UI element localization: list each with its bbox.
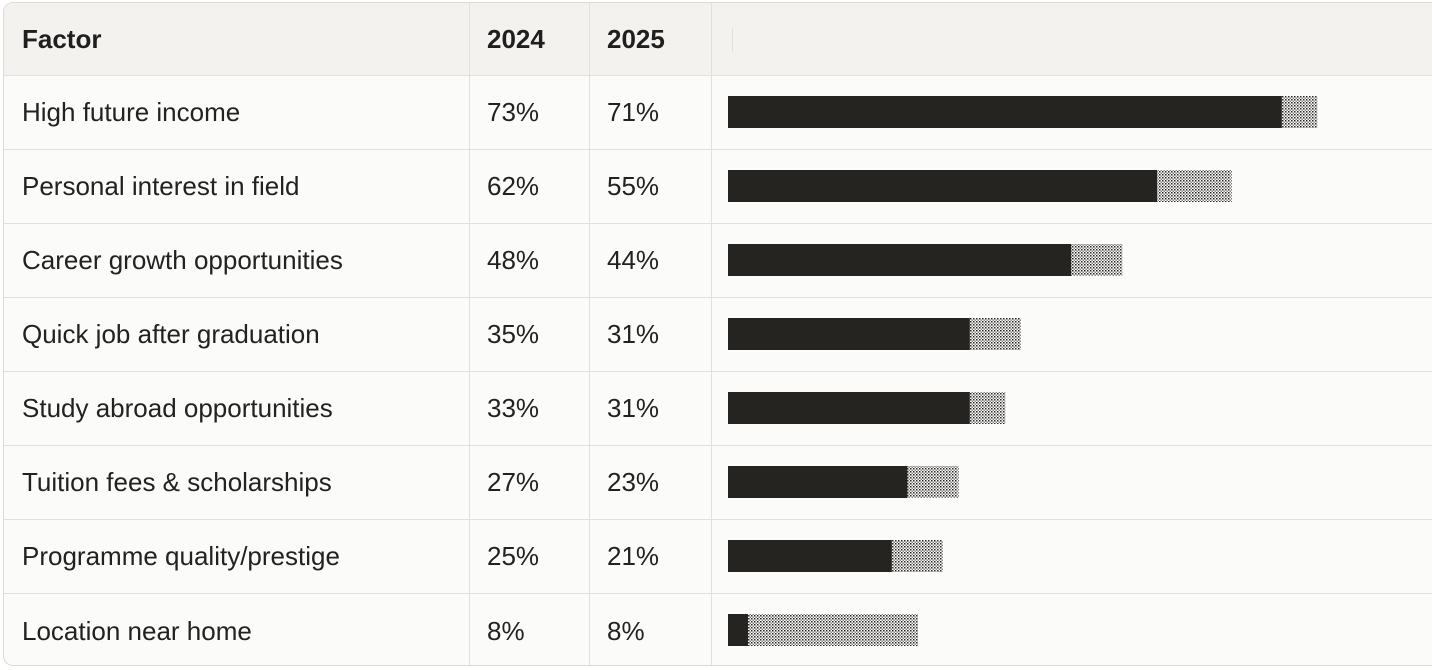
row-factor: Career growth opportunities	[4, 224, 470, 297]
table-header-row: Factor 2024 2025	[4, 3, 1432, 76]
table-row: Personal interest in field 62% 55%	[4, 150, 1432, 224]
row-value-2025: 8%	[590, 594, 712, 665]
row-value-2025: 23%	[590, 446, 712, 519]
table-row: High future income 73% 71%	[4, 76, 1432, 150]
header-2024: 2024	[470, 3, 590, 75]
row-factor: Personal interest in field	[4, 150, 470, 223]
row-factor: Study abroad opportunities	[4, 372, 470, 445]
bar-2025	[728, 318, 970, 350]
row-value-2025: 71%	[590, 76, 712, 149]
header-factor: Factor	[4, 3, 470, 75]
row-factor: Programme quality/prestige	[4, 520, 470, 593]
row-value-2025: 55%	[590, 150, 712, 223]
bar-2025	[728, 614, 748, 646]
bar-2025	[728, 392, 970, 424]
row-value-2024: 8%	[470, 594, 590, 665]
row-value-2024: 62%	[470, 150, 590, 223]
row-value-2025: 31%	[590, 298, 712, 371]
table-row: Quick job after graduation 35% 31%	[4, 298, 1432, 372]
row-value-2024: 33%	[470, 372, 590, 445]
row-value-2024: 25%	[470, 520, 590, 593]
row-value-2024: 35%	[470, 298, 590, 371]
row-value-2025: 31%	[590, 372, 712, 445]
row-value-2025: 21%	[590, 520, 712, 593]
row-factor: Location near home	[4, 594, 470, 665]
row-value-2025: 44%	[590, 224, 712, 297]
row-value-2024: 73%	[470, 76, 590, 149]
header-2025: 2025	[590, 3, 712, 75]
row-factor: Tuition fees & scholarships	[4, 446, 470, 519]
table-row: Career growth opportunities 48% 44%	[4, 224, 1432, 298]
bar-2025	[728, 540, 892, 572]
row-factor: High future income	[4, 76, 470, 149]
bar-2025	[728, 244, 1072, 276]
table-row: Tuition fees & scholarships 27% 23%	[4, 446, 1432, 520]
header-divider	[732, 28, 733, 52]
table-row: Location near home 8% 8%	[4, 594, 1432, 665]
table-row: Study abroad opportunities 33% 31%	[4, 372, 1432, 446]
row-factor: Quick job after graduation	[4, 298, 470, 371]
table-row: Programme quality/prestige 25% 21%	[4, 520, 1432, 594]
bar-2025	[728, 466, 908, 498]
bar-chart	[728, 96, 1318, 646]
bar-2025	[728, 170, 1157, 202]
bar-2024	[728, 614, 918, 646]
bar-2025	[728, 96, 1282, 128]
row-value-2024: 27%	[470, 446, 590, 519]
row-value-2024: 48%	[470, 224, 590, 297]
comparison-table: Factor 2024 2025 High future income 73% 71…	[3, 2, 1432, 666]
